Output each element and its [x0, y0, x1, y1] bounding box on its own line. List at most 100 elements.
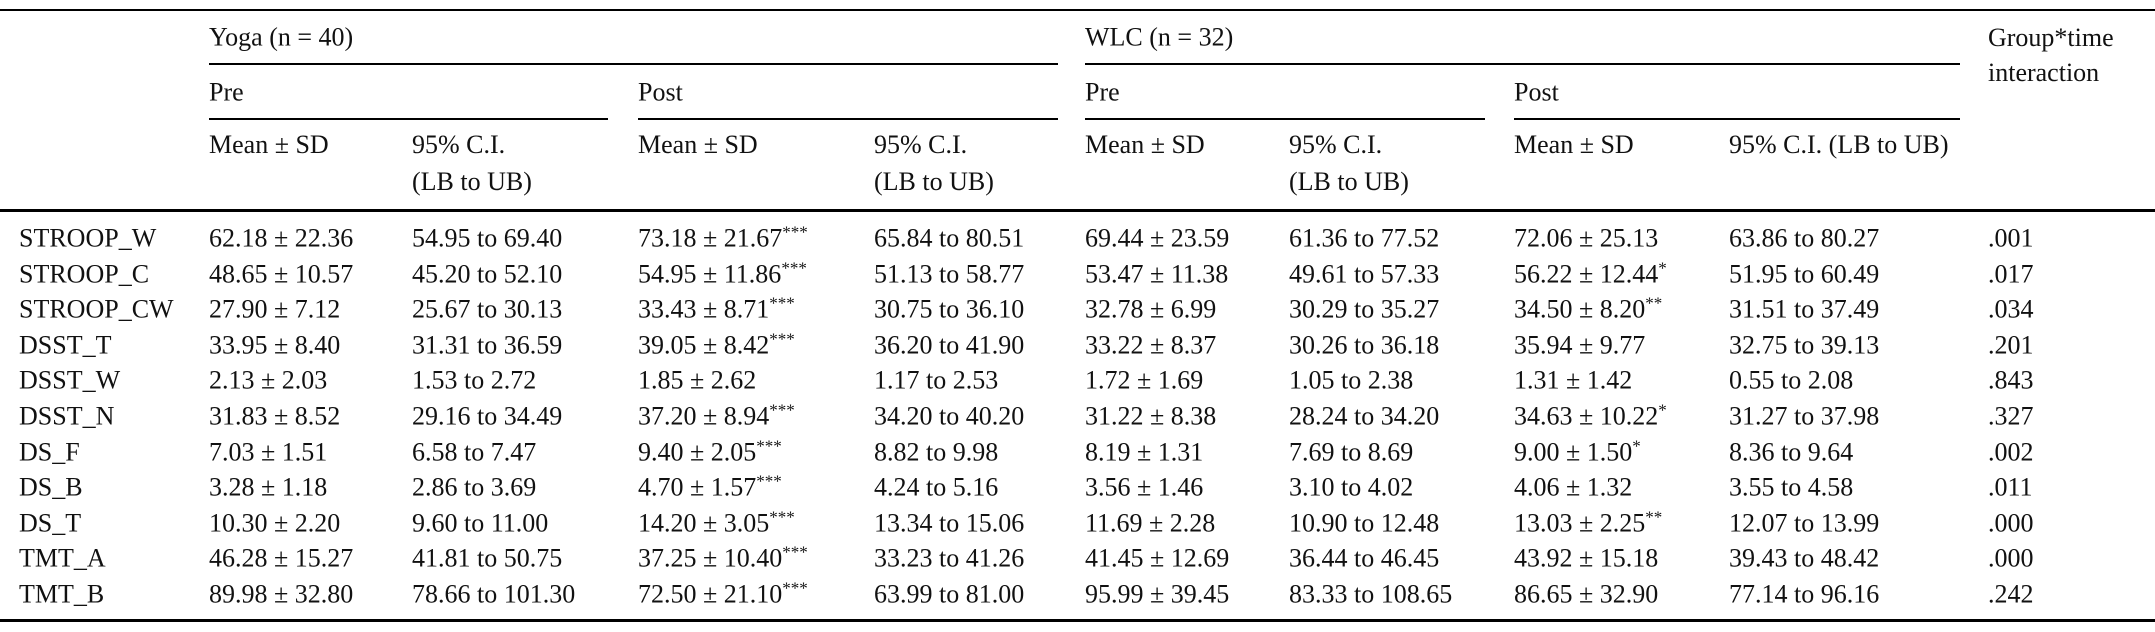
row-label: DS_F [19, 437, 80, 467]
cell: 30.29 to 35.27 [1289, 294, 1440, 324]
cell: 2.86 to 3.69 [412, 472, 537, 502]
cell: 56.22 ± 12.44* [1514, 255, 1667, 292]
interaction-header: Group*time interaction [1988, 23, 2114, 87]
cell: 31.31 to 36.59 [412, 330, 563, 360]
cell: 37.20 ± 8.94*** [638, 398, 795, 435]
cell: 48.65 ± 10.57 [209, 259, 354, 289]
cell: 31.83 ± 8.52 [209, 401, 341, 431]
cell: 4.24 to 5.16 [874, 472, 999, 502]
significance: ** [1645, 293, 1663, 313]
cell: 2.13 ± 2.03 [209, 365, 328, 395]
cell: 8.82 to 9.98 [874, 437, 999, 467]
rule [0, 619, 2155, 622]
interaction-value: .000 [1988, 508, 2034, 538]
cell: 62.18 ± 22.36 [209, 223, 354, 253]
cell: 72.50 ± 21.10*** [638, 576, 808, 613]
cell-value: 4.70 ± 1.57 [638, 472, 757, 502]
cell: 9.00 ± 1.50* [1514, 433, 1641, 470]
cell: 41.81 to 50.75 [412, 543, 563, 573]
cell: 41.45 ± 12.69 [1085, 543, 1230, 573]
rule [209, 63, 1058, 65]
row-label: DS_T [19, 508, 82, 538]
column-header: Mean ± SD [1514, 130, 1634, 159]
cell: 31.27 to 37.98 [1729, 401, 1880, 431]
cell: 1.53 to 2.72 [412, 365, 537, 395]
cell: 11.69 ± 2.28 [1085, 508, 1216, 538]
cell: 9.60 to 11.00 [412, 508, 549, 538]
cell: 32.75 to 39.13 [1729, 330, 1880, 360]
cell: 34.50 ± 8.20** [1514, 291, 1662, 328]
significance: *** [756, 471, 782, 491]
interaction-value: .002 [1988, 437, 2034, 467]
cell: 33.43 ± 8.71*** [638, 291, 795, 328]
rule [1085, 118, 1485, 120]
cell: 4.70 ± 1.57*** [638, 469, 782, 506]
cell: 34.20 to 40.20 [874, 401, 1025, 431]
cell: 3.56 ± 1.46 [1085, 472, 1204, 502]
significance: * [1658, 400, 1667, 420]
rule [1085, 63, 1960, 65]
cell-value: 34.63 ± 10.22 [1514, 401, 1659, 431]
cell-value: 54.95 ± 11.86 [638, 259, 782, 289]
cell: 43.92 ± 15.18 [1514, 543, 1659, 573]
cell: 3.28 ± 1.18 [209, 472, 328, 502]
cell: 29.16 to 34.49 [412, 401, 563, 431]
cell: 3.10 to 4.02 [1289, 472, 1414, 502]
row-label: STROOP_W [19, 223, 157, 253]
significance: *** [782, 222, 808, 242]
interaction-value: .000 [1988, 543, 2034, 573]
significance: *** [782, 578, 808, 598]
cell: 8.19 ± 1.31 [1085, 437, 1204, 467]
significance: *** [769, 507, 795, 527]
cell: 8.36 to 9.64 [1729, 437, 1854, 467]
row-label: DS_B [19, 472, 83, 502]
group-label: Yoga (n = 40) [209, 22, 354, 52]
cell: 7.69 to 8.69 [1289, 437, 1414, 467]
cell: 30.26 to 36.18 [1289, 330, 1440, 360]
cell: 63.99 to 81.00 [874, 579, 1025, 609]
cell-value: 72.50 ± 21.10 [638, 579, 783, 609]
cell-value: 56.22 ± 12.44 [1514, 259, 1659, 289]
cell: 4.06 ± 1.32 [1514, 472, 1633, 502]
cell: 33.22 ± 8.37 [1085, 330, 1217, 360]
row-label: TMT_A [19, 543, 106, 573]
cell-value: 37.25 ± 10.40 [638, 543, 783, 573]
cell: 69.44 ± 23.59 [1085, 223, 1230, 253]
time-label: Pre [1085, 77, 1120, 107]
cell: 65.84 to 80.51 [874, 223, 1025, 253]
cell: 53.47 ± 11.38 [1085, 259, 1229, 289]
cell: 10.30 ± 2.20 [209, 508, 341, 538]
significance: *** [769, 329, 795, 349]
cell: 1.17 to 2.53 [874, 365, 999, 395]
cell: 33.95 ± 8.40 [209, 330, 341, 360]
cell: 54.95 to 69.40 [412, 223, 563, 253]
time-label: Pre [209, 77, 244, 107]
time-label: Post [1514, 77, 1559, 107]
interaction-value: .843 [1988, 365, 2034, 395]
cell: 86.65 ± 32.90 [1514, 579, 1659, 609]
cell: 39.05 ± 8.42*** [638, 326, 795, 363]
cell: 73.18 ± 21.67*** [638, 220, 808, 257]
cell: 12.07 to 13.99 [1729, 508, 1880, 538]
cell: 45.20 to 52.10 [412, 259, 563, 289]
cell: 13.34 to 15.06 [874, 508, 1025, 538]
rule [0, 9, 2155, 11]
cell: 7.03 ± 1.51 [209, 437, 328, 467]
rule [0, 209, 2155, 212]
interaction-value: .201 [1988, 330, 2034, 360]
column-header: 95% C.I. (LB to UB) [1289, 130, 1409, 196]
row-label: DSST_N [19, 401, 115, 431]
cell: 89.98 ± 32.80 [209, 579, 354, 609]
cell-value: 73.18 ± 21.67 [638, 223, 783, 253]
row-label: DSST_T [19, 330, 112, 360]
cell: 36.44 to 46.45 [1289, 543, 1440, 573]
cell-value: 13.03 ± 2.25 [1514, 508, 1646, 538]
column-header: Mean ± SD [1085, 130, 1205, 159]
column-header: 95% C.I. (LB to UB) [412, 130, 532, 196]
significance: *** [769, 293, 795, 313]
interaction-value: .017 [1988, 259, 2034, 289]
cell-value: 9.40 ± 2.05 [638, 437, 757, 467]
interaction-value: .242 [1988, 579, 2034, 609]
interaction-value: .327 [1988, 401, 2034, 431]
